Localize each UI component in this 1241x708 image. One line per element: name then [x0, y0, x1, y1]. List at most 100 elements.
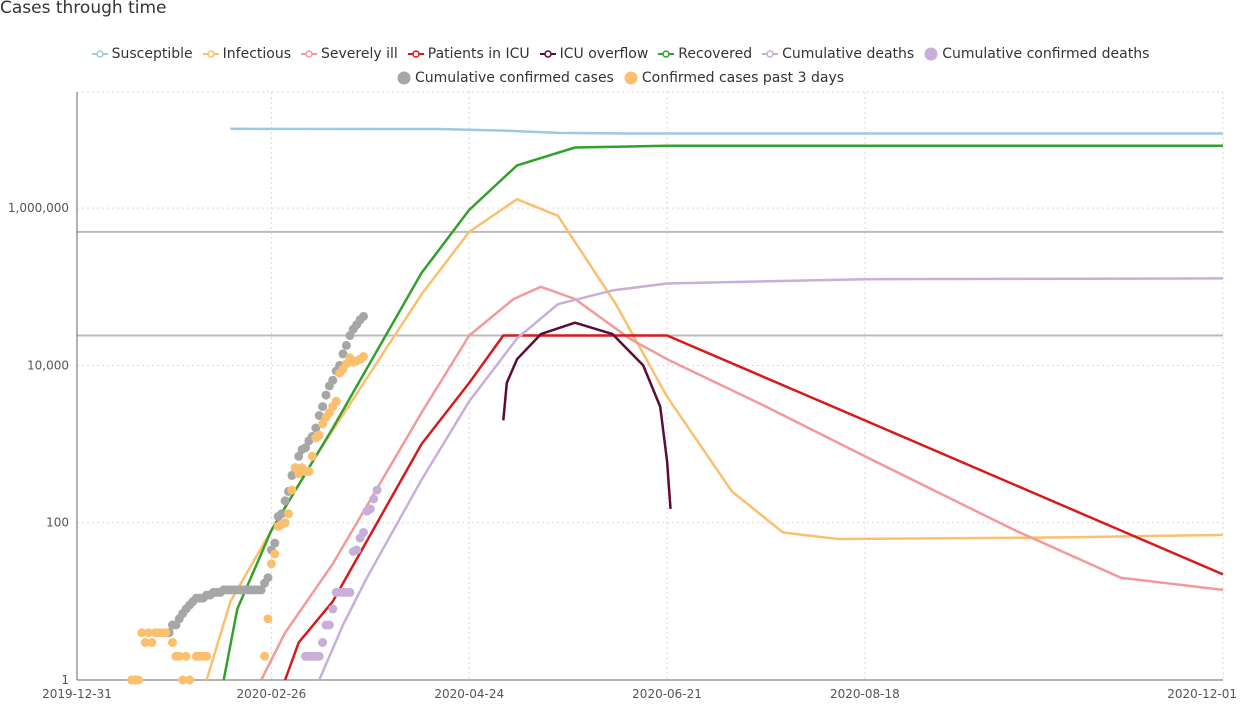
cumulative-confirmed-deaths-point: [352, 545, 362, 555]
legend-label: Patients in ICU: [427, 46, 530, 62]
confirmed-cases-past-3-days-point: [202, 651, 212, 661]
legend-label: Recovered: [678, 46, 753, 62]
legend-item-patients-in-icu[interactable]: Patients in ICU: [407, 46, 530, 62]
x-tick-label: 2020-06-21: [632, 687, 702, 701]
cumulative-confirmed-cases-point: [277, 509, 287, 519]
cumulative-confirmed-cases-point: [280, 496, 290, 506]
cumulative-confirmed-deaths-point: [369, 494, 379, 504]
recovered-line: [222, 144, 1223, 681]
confirmed-cases-past-3-days-point: [137, 628, 147, 638]
legend-label: Cumulative confirmed deaths: [942, 46, 1150, 62]
cumulative-confirmed-deaths-points: [301, 485, 382, 661]
confirmed-cases-past-3-days-point: [185, 675, 195, 685]
y-tick-label: 10,000: [27, 358, 69, 372]
confirmed-cases-past-3-days-point: [331, 396, 341, 406]
confirmed-cases-past-3-days-point: [178, 675, 188, 685]
cumulative-confirmed-cases-point: [359, 311, 368, 321]
confirmed-cases-past-3-days-point: [304, 466, 314, 476]
legend-item-cumulative-deaths[interactable]: Cumulative deaths: [762, 46, 914, 62]
confirmed-cases-past-3-days-point: [266, 559, 276, 569]
legend-label: ICU overflow: [559, 46, 649, 62]
cumulative-confirmed-cases-point: [301, 443, 310, 453]
confirmed-cases-past-3-days-point: [140, 638, 150, 647]
legend-label: Susceptible: [111, 46, 193, 62]
y-tick-label: 1,000,000: [8, 201, 69, 215]
patients-in-icu-line: [283, 334, 1224, 681]
legend-symbol-icon: [397, 71, 411, 85]
cumulative-confirmed-cases-point: [328, 375, 338, 385]
series-lines: [205, 127, 1224, 681]
legend-row: Cumulative confirmed cases Confirmed case…: [0, 70, 1241, 86]
confirmed-cases-past-3-days-point: [133, 675, 143, 685]
legend-symbol-icon: [91, 50, 108, 58]
cumulative-confirmed-cases-point: [263, 573, 273, 583]
legend-item-cumulative-confirmed-cases[interactable]: Cumulative confirmed cases: [397, 70, 614, 86]
chart-grid: [77, 91, 1224, 680]
confirmed-cases-past-3-days-point: [161, 628, 171, 638]
legend-label: Cumulative deaths: [782, 46, 915, 62]
y-tick-label: 1: [61, 673, 69, 687]
confirmed-cases-past-3-days-point: [263, 614, 273, 624]
infectious-line: [205, 197, 1224, 681]
confirmed-cases-past-3-days-points: [127, 352, 368, 685]
confirmed-cases-past-3-days-point: [270, 549, 280, 559]
legend-item-cumulative-confirmed-deaths[interactable]: Cumulative confirmed deaths: [924, 46, 1149, 62]
cumulative-confirmed-cases-point: [318, 402, 328, 412]
confirmed-cases-past-3-days-point: [181, 651, 191, 661]
chart-axes: 2019-12-31 2020-02-26 2020-04-24 2020-06-21…: [8, 92, 1237, 701]
legend-row: Susceptible Infectious Severely ill Patient…: [0, 46, 1241, 62]
cumulative-confirmed-cases-point: [311, 423, 321, 433]
legend-symbol-icon: [762, 50, 779, 58]
cumulative-deaths-line: [318, 277, 1224, 681]
cumulative-confirmed-cases-point: [341, 340, 351, 350]
legend-label: Cumulative confirmed cases: [414, 70, 614, 86]
cumulative-confirmed-cases-point: [287, 470, 297, 480]
susceptible-line: [230, 127, 1223, 135]
cumulative-confirmed-cases-point: [338, 349, 348, 359]
legend-symbol-icon: [301, 50, 318, 58]
confirmed-cases-past-3-days-point: [359, 352, 368, 361]
x-tick-label: 2019-12-31: [42, 687, 112, 701]
legend-symbol-icon: [407, 50, 424, 58]
x-tick-label: 2020-04-24: [434, 687, 504, 701]
legend-symbol-icon: [658, 50, 675, 58]
y-tick-label: 100: [46, 516, 69, 530]
reference-lines: [77, 230, 1223, 337]
legend-item-severely-ill[interactable]: Severely ill: [301, 46, 398, 62]
confirmed-cases-past-3-days-point: [168, 638, 177, 647]
chart-title: Cases through time: [0, 0, 167, 18]
x-tick-label: 2020-02-26: [237, 687, 307, 701]
cumulative-confirmed-deaths-point: [318, 638, 328, 647]
confirmed-cases-past-3-days-point: [314, 430, 324, 440]
legend-item-susceptible[interactable]: Susceptible: [91, 46, 193, 62]
cumulative-confirmed-deaths-point: [372, 485, 382, 495]
legend-item-icu-overflow[interactable]: ICU overflow: [539, 46, 649, 62]
legend-label: Severely ill: [321, 46, 398, 62]
cumulative-confirmed-cases-point: [314, 411, 324, 421]
legend-symbol-icon: [624, 71, 638, 85]
cumulative-confirmed-deaths-point: [345, 587, 355, 597]
confirmed-cases-past-3-days-point: [284, 509, 293, 519]
cumulative-confirmed-cases-point: [256, 585, 266, 595]
cumulative-confirmed-deaths-point: [365, 504, 375, 514]
cumulative-confirmed-deaths-point: [328, 604, 338, 614]
x-tick-label: 2020-12-01: [1167, 687, 1237, 701]
cumulative-confirmed-deaths-point: [359, 528, 368, 537]
legend-item-confirmed-cases-past-3-days[interactable]: Confirmed cases past 3 days: [624, 70, 844, 86]
severely-ill-line: [260, 285, 1224, 681]
legend-symbol-icon: [202, 50, 219, 58]
confirmed-cases-past-3-days-point: [147, 638, 157, 647]
legend-label: Confirmed cases past 3 days: [641, 70, 845, 86]
series-points: [127, 311, 382, 685]
cumulative-confirmed-cases-point: [294, 451, 304, 461]
legend-item-infectious[interactable]: Infectious: [202, 46, 292, 62]
confirmed-cases-past-3-days-point: [307, 451, 317, 461]
icu-overflow-line: [502, 321, 672, 509]
legend-symbol-icon: [924, 47, 938, 61]
confirmed-cases-past-3-days-point: [260, 651, 270, 661]
confirmed-cases-past-3-days-point: [287, 485, 297, 495]
legend-item-recovered[interactable]: Recovered: [658, 46, 752, 62]
legend-label: Infectious: [222, 46, 292, 62]
confirmed-cases-past-3-days-point: [318, 419, 328, 429]
